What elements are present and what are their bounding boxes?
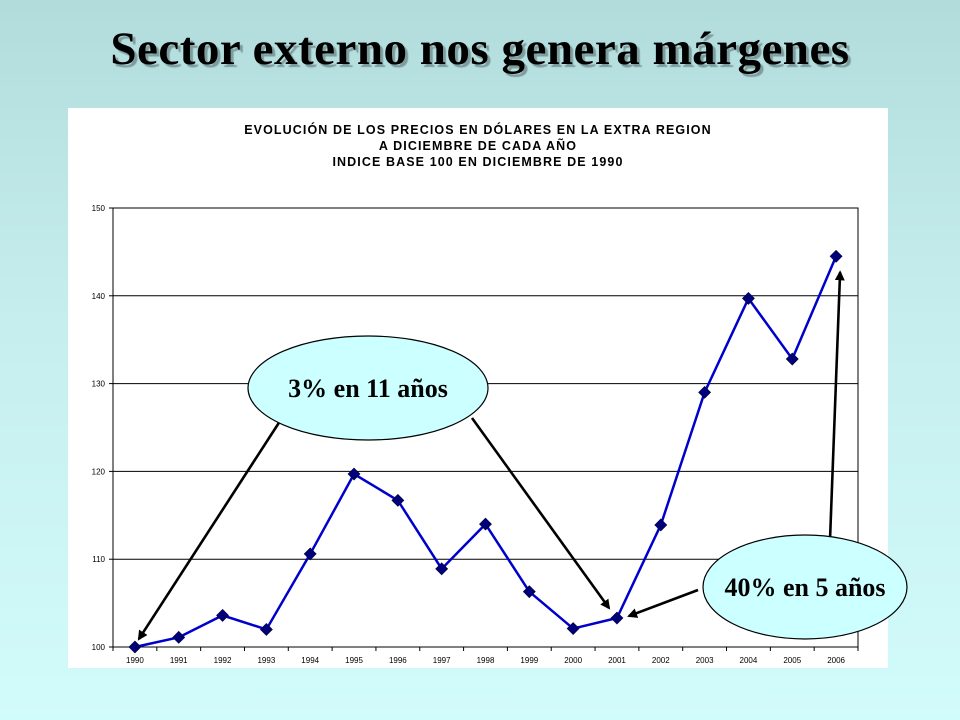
data-point: [172, 630, 186, 644]
chart-title-line-2: A DICIEMBRE DE CADA AÑO: [378, 139, 578, 153]
x-tick-label: 2001: [608, 656, 626, 665]
data-point: [829, 249, 843, 263]
callout-5-years-bubble: [702, 534, 908, 640]
chart-title-line-1: EVOLUCIÓN DE LOS PRECIOS EN DÓLARES EN L…: [244, 123, 712, 137]
data-point: [391, 493, 405, 507]
y-tick-label: 140: [92, 292, 106, 301]
x-tick-label: 2004: [740, 656, 758, 665]
data-point: [566, 622, 580, 635]
x-tick-label: 2005: [783, 656, 801, 665]
x-tick-label: 1998: [477, 656, 495, 665]
data-point: [128, 640, 142, 654]
x-tick-label: 2003: [696, 656, 714, 665]
data-point: [435, 562, 449, 576]
x-tick-label: 1990: [126, 656, 144, 665]
data-point: [479, 517, 492, 531]
x-tick-label: 1991: [170, 656, 188, 665]
data-point: [654, 518, 668, 532]
data-point: [522, 585, 536, 599]
x-tick-label: 1995: [345, 656, 363, 665]
y-tick-label: 120: [92, 467, 106, 476]
x-tick-label: 2000: [564, 656, 582, 665]
data-point: [610, 611, 624, 625]
chart-title-line-3: INDICE BASE 100 EN DICIEMBRE DE 1990: [332, 155, 624, 169]
callout-11-years-text: 3% en 11 años: [288, 374, 448, 403]
arrow-to-1990: [137, 417, 284, 641]
y-tick-label: 110: [92, 555, 105, 564]
x-tick-label: 1999: [520, 656, 538, 665]
callout-11-years-bubble: [247, 335, 489, 441]
data-point: [303, 547, 317, 561]
arrow-to-2001-right: [627, 588, 699, 618]
arrow-to-2006: [828, 270, 845, 541]
slide-title: Sector externo nos genera márgenes: [110, 23, 850, 75]
x-tick-label: 1993: [257, 656, 275, 665]
x-tick-label: 2002: [652, 656, 670, 665]
y-tick-label: 150: [92, 204, 106, 213]
data-point: [742, 292, 755, 305]
data-point: [347, 467, 361, 481]
data-point: [259, 623, 273, 636]
y-tick-label: 100: [92, 643, 106, 652]
x-tick-label: 1996: [389, 656, 407, 665]
data-point: [698, 385, 712, 399]
arrow-to-2001-left: [470, 417, 611, 610]
y-tick-label: 130: [92, 380, 106, 389]
data-point: [216, 608, 229, 622]
x-tick-label: 1997: [433, 656, 451, 665]
x-tick-label: 1994: [301, 656, 319, 665]
x-tick-label: 2006: [827, 656, 845, 665]
data-point: [785, 352, 799, 366]
chart-title: EVOLUCIÓN DE LOS PRECIOS EN DÓLARES EN L…: [68, 122, 888, 170]
callout-5-years-text: 40% en 5 años: [724, 573, 885, 602]
x-tick-label: 1992: [214, 656, 232, 665]
